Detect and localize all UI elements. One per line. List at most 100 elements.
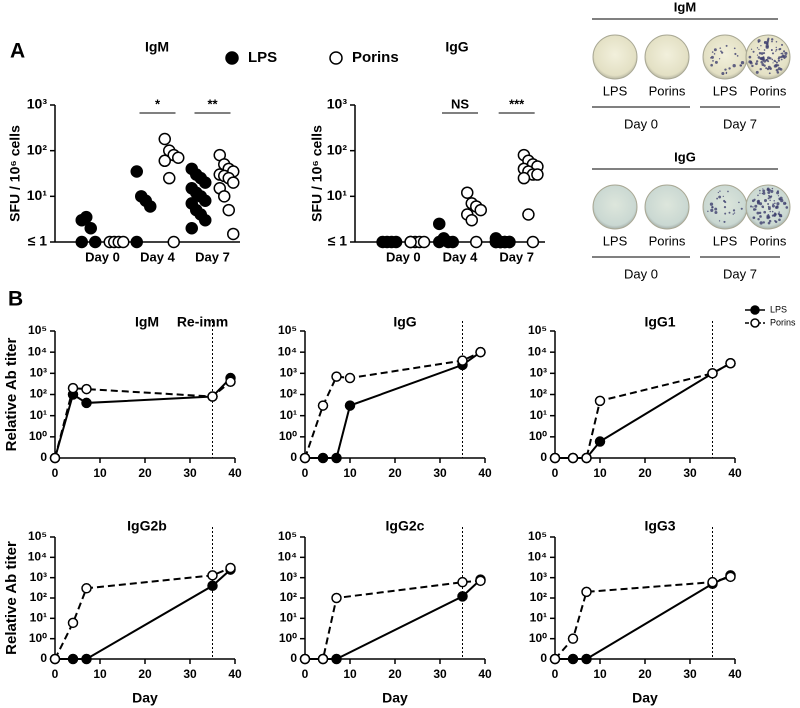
spot bbox=[722, 195, 724, 198]
spot bbox=[762, 189, 766, 193]
plate-label: Porins bbox=[750, 233, 787, 248]
spot bbox=[777, 67, 781, 71]
spot bbox=[732, 64, 736, 68]
chart-title: IgG3 bbox=[644, 518, 675, 534]
x-tick-label: Day 4 bbox=[443, 249, 478, 264]
spot bbox=[762, 52, 766, 55]
x-tick-label: 30 bbox=[183, 466, 197, 480]
marker bbox=[567, 653, 579, 665]
series-line bbox=[305, 351, 482, 459]
marker bbox=[567, 633, 579, 644]
y-tick-label: 10⁵ bbox=[278, 323, 297, 337]
marker bbox=[581, 586, 592, 598]
y-tick-label: 0 bbox=[540, 450, 547, 464]
spot bbox=[771, 210, 774, 213]
y-tick-label: 0 bbox=[290, 651, 297, 665]
marker bbox=[344, 372, 356, 384]
spot bbox=[710, 63, 713, 67]
series-line bbox=[54, 377, 232, 459]
marker bbox=[81, 583, 92, 594]
x-tick-label: 20 bbox=[638, 667, 652, 681]
marker bbox=[475, 346, 486, 358]
x-tick-label: 30 bbox=[433, 466, 447, 480]
spot bbox=[774, 219, 776, 222]
marker bbox=[130, 235, 143, 249]
spot bbox=[752, 216, 756, 220]
marker bbox=[433, 235, 446, 249]
spot bbox=[768, 194, 770, 197]
marker bbox=[317, 400, 329, 411]
x-tick-label: 40 bbox=[728, 466, 742, 480]
spot bbox=[777, 195, 780, 197]
spot bbox=[771, 40, 773, 43]
spot bbox=[784, 51, 788, 55]
spot bbox=[771, 52, 775, 55]
spot bbox=[782, 55, 785, 57]
spot bbox=[755, 62, 758, 66]
spot bbox=[779, 47, 782, 50]
x-tick-label: 30 bbox=[183, 667, 197, 681]
spot bbox=[759, 202, 763, 206]
plate bbox=[644, 34, 690, 80]
spot bbox=[713, 53, 716, 55]
spot bbox=[770, 189, 774, 193]
marker bbox=[158, 154, 171, 168]
significance-label: *** bbox=[509, 96, 525, 111]
series-line bbox=[54, 380, 232, 459]
y-tick-label: 10² bbox=[30, 387, 47, 401]
x-tick-label: Day 4 bbox=[140, 249, 175, 264]
legend-marker bbox=[329, 51, 343, 65]
spot bbox=[718, 195, 722, 199]
spot bbox=[762, 206, 764, 209]
plate bbox=[644, 184, 690, 230]
spot bbox=[765, 44, 769, 48]
y-tick-label: 10⁴ bbox=[278, 344, 297, 358]
marker bbox=[331, 452, 342, 464]
spot bbox=[775, 61, 778, 64]
significance-label: * bbox=[155, 96, 161, 111]
spot bbox=[732, 213, 734, 215]
marker bbox=[417, 235, 431, 249]
x-tick-label: 0 bbox=[52, 667, 59, 681]
y-tick-label: 0 bbox=[40, 651, 47, 665]
marker bbox=[475, 575, 486, 587]
spot bbox=[718, 220, 721, 222]
spot bbox=[778, 211, 780, 213]
legend-marker bbox=[750, 318, 760, 328]
marker bbox=[725, 571, 736, 583]
x-axis-label: Day bbox=[382, 690, 408, 706]
y-tick-label: 10³ bbox=[530, 366, 547, 380]
marker bbox=[404, 235, 417, 249]
y-tick-label: 10⁵ bbox=[528, 323, 547, 337]
spot bbox=[778, 197, 781, 200]
spot bbox=[762, 188, 764, 190]
spot bbox=[748, 55, 752, 59]
spot bbox=[780, 215, 783, 218]
y-tick-label: 10³ bbox=[530, 570, 547, 584]
spot bbox=[758, 48, 760, 51]
x-tick-label: Day 0 bbox=[386, 249, 421, 264]
y-tick-label: 10⁵ bbox=[528, 529, 547, 543]
spot bbox=[752, 208, 756, 211]
y-axis-label: Relative Ab titer bbox=[3, 338, 20, 452]
y-tick-label: 10² bbox=[27, 141, 48, 157]
spot bbox=[761, 192, 763, 195]
y-tick-label: 10¹ bbox=[530, 408, 547, 422]
spot bbox=[719, 190, 721, 192]
spot bbox=[785, 206, 789, 209]
spot bbox=[757, 201, 760, 204]
x-tick-label: 0 bbox=[302, 466, 309, 480]
marker bbox=[526, 235, 540, 249]
spot bbox=[714, 211, 718, 215]
spot bbox=[782, 50, 786, 53]
spot bbox=[733, 212, 736, 214]
x-tick-label: 0 bbox=[302, 667, 309, 681]
spot bbox=[759, 57, 762, 60]
x-tick-label: 20 bbox=[138, 466, 152, 480]
plate bbox=[592, 184, 638, 230]
marker bbox=[117, 235, 130, 249]
chart-title: IgG2c bbox=[386, 518, 425, 534]
marker bbox=[81, 653, 92, 665]
spot bbox=[753, 198, 756, 201]
spot bbox=[778, 218, 781, 222]
